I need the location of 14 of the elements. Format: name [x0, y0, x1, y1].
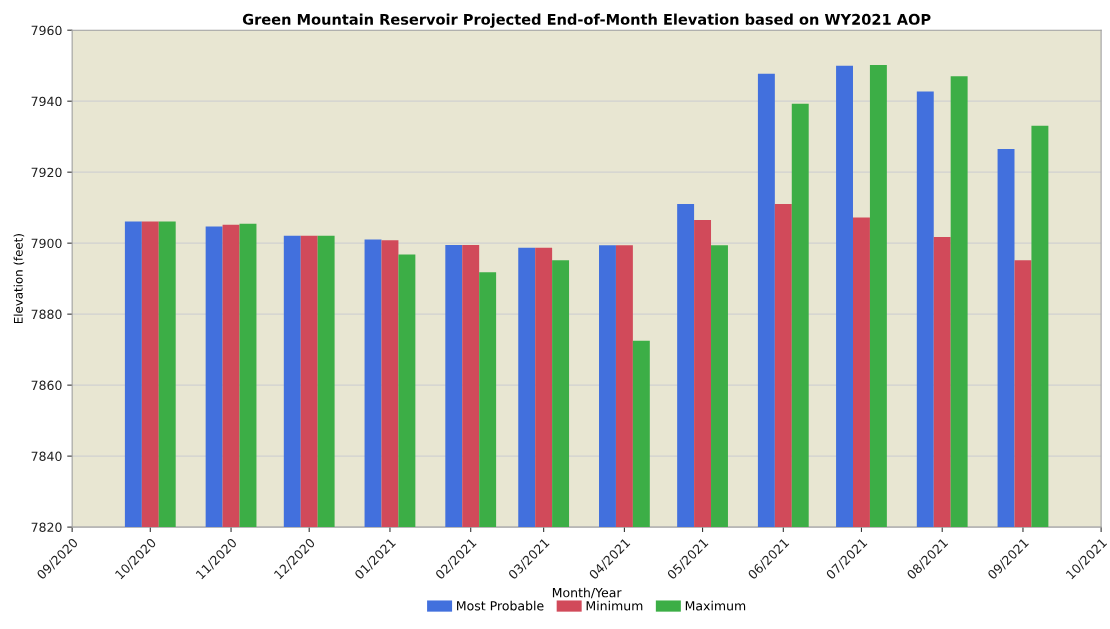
- y-axis-title: Elevation (feet): [13, 234, 25, 324]
- y-tick-label: 7820: [31, 522, 62, 533]
- y-tick-label: 7960: [31, 25, 62, 36]
- x-axis-title: Month/Year: [552, 587, 622, 599]
- y-tick-label: 7840: [31, 451, 62, 462]
- y-tick-label: 7920: [31, 167, 62, 178]
- chart-title: Green Mountain Reservoir Projected End-of-Month Elevation based on WY2021 AOP: [242, 13, 931, 28]
- y-tick-label: 7860: [31, 380, 62, 391]
- legend-label: Maximum: [685, 600, 746, 611]
- y-tick-label: 7880: [31, 309, 62, 320]
- legend-label: Minimum: [586, 600, 643, 611]
- y-tick-label: 7940: [31, 96, 62, 107]
- y-tick-label: 7900: [31, 238, 62, 249]
- legend-label: Most Probable: [457, 600, 544, 611]
